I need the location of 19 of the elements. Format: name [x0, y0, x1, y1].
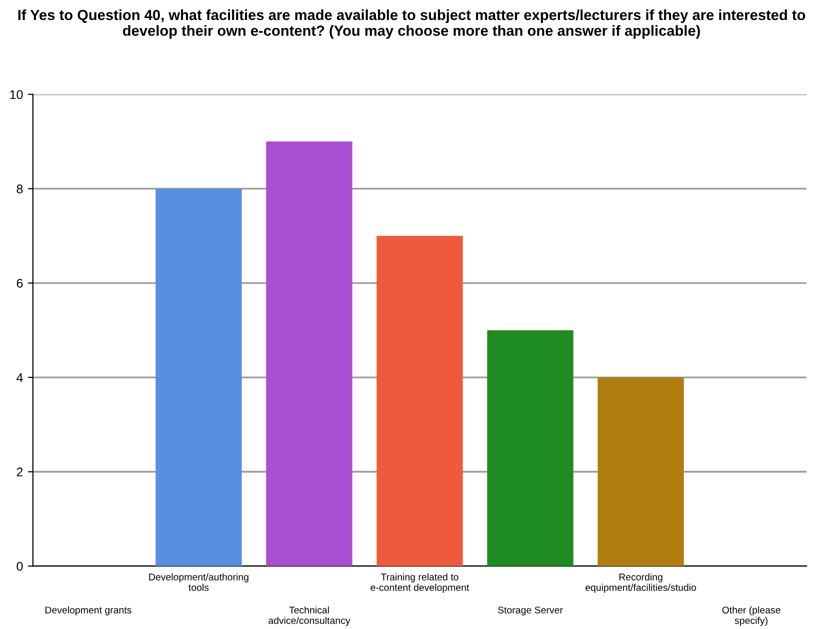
- bar: [266, 142, 352, 566]
- x-tick-label: Recording equipment/facilities/studio: [586, 573, 696, 593]
- x-tick-label: Training related to e-content development: [370, 573, 470, 593]
- bar: [376, 236, 463, 566]
- y-tick-label: 8: [16, 184, 23, 194]
- x-tick-label: Technical advice/consultancy: [268, 606, 350, 626]
- bar: [487, 330, 574, 566]
- bar: [156, 188, 242, 566]
- bar: [598, 377, 684, 566]
- x-tick-label: Development/authoring tools: [149, 573, 248, 591]
- y-tick-label: 10: [10, 90, 23, 99]
- x-tick-label: Other (please specify): [722, 606, 780, 626]
- x-tick-label: Development grants: [45, 606, 132, 616]
- y-tick-label: 4: [16, 373, 23, 382]
- y-tick-label: 2: [16, 468, 23, 476]
- chart-title: If Yes to Question 40, what facilities are made available to subject matter experts/lecturers if they are interested to develop their own e-content? (You may choose more than one answer if applicable): [18, 9, 806, 39]
- y-tick-label: 0: [16, 562, 23, 571]
- y-tick-label: 6: [16, 278, 23, 288]
- x-tick-label: Storage Server: [498, 606, 563, 616]
